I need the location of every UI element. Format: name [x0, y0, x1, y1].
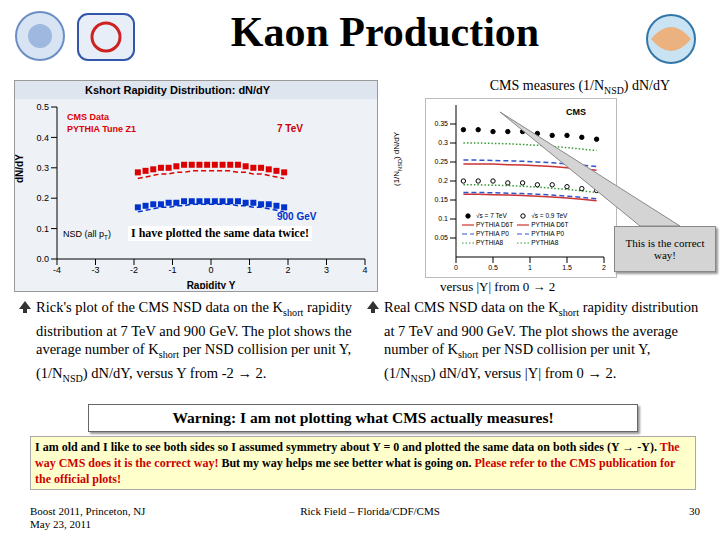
html-text:√s = 0.9 TeV: √s = 0.9 TeV — [531, 212, 568, 219]
svg-text:0.1: 0.1 — [438, 215, 448, 222]
svg-text:0.2: 0.2 — [438, 177, 448, 184]
svg-text:1: 1 — [528, 264, 532, 271]
svg-text:3: 3 — [324, 265, 329, 275]
svg-text:1: 1 — [247, 265, 252, 275]
svg-text:0: 0 — [208, 265, 213, 275]
svg-text:-1: -1 — [168, 265, 176, 275]
html-text:) dN/dY: ) dN/dY — [392, 131, 401, 160]
svg-text:0.1: 0.1 — [36, 224, 49, 234]
html-text:I have plotted the same data t: I have plotted the same data twice! — [131, 226, 309, 240]
html-text:Real CMS NSD data on the Kshor: Real CMS NSD data on the Kshortrapidity … — [384, 299, 699, 384]
html-text:NSD: NSD — [396, 159, 403, 171]
html-text:PYTHIA D6T: PYTHIA D6T — [531, 221, 569, 228]
html-text:PYTHIA P0: PYTHIA P0 — [531, 230, 565, 237]
svg-text:dN/dY: dN/dY — [15, 154, 25, 183]
html-text:CMS Data: CMS Data — [67, 112, 109, 122]
html-text:7 TeV: 7 TeV — [277, 123, 303, 134]
html-text:NSD (all pT): NSD (all pT) — [63, 229, 111, 241]
svg-text:0.15: 0.15 — [434, 196, 448, 203]
html-text:PYTHIA D6T: PYTHIA D6T — [476, 221, 514, 228]
svg-text:0.25: 0.25 — [434, 158, 448, 165]
html-text:versus |Y| from 0 → 2: versus |Y| from 0 → 2 — [440, 279, 556, 294]
html-text:Warning: I am not plotting wha: Warning: I am not plotting what CMS actu… — [172, 409, 554, 426]
html-text:Boost 2011, Princeton, NJ: Boost 2011, Princeton, NJ — [30, 505, 146, 517]
svg-text:Rapidity Y: Rapidity Y — [187, 280, 236, 289]
html-text:PYTHIA Tune Z1: PYTHIA Tune Z1 — [67, 124, 136, 134]
svg-text:0.3: 0.3 — [438, 139, 448, 146]
html-text:CMS: CMS — [566, 107, 586, 117]
html-text:Rick's plot of the CMS NSD dat: Rick's plot of the CMS NSD data on the K… — [36, 299, 353, 384]
svg-text:0.0: 0.0 — [36, 254, 49, 264]
html-text:(1/N: (1/N — [392, 170, 401, 186]
svg-text:0.05: 0.05 — [434, 234, 448, 241]
html-text:Rick Field – Florida/CDF/CMS: Rick Field – Florida/CDF/CMS — [300, 505, 440, 517]
html-text:√s = 7 TeV: √s = 7 TeV — [476, 212, 507, 219]
html-text:PYTHIA8: PYTHIA8 — [476, 239, 504, 246]
html-text:I am old and I like to see bot: I am old and I like to see both sides so… — [35, 440, 680, 486]
svg-text:-3: -3 — [91, 265, 99, 275]
svg-text:-2: -2 — [130, 265, 138, 275]
html-text:Kshort Rapidity Distribution:: Kshort Rapidity Distribution: dN/dY — [85, 84, 271, 96]
html-text:PYTHIA8: PYTHIA8 — [531, 239, 559, 246]
html-text:This is the correct way!: This is the correct way! — [625, 237, 705, 261]
html-text:30: 30 — [689, 505, 700, 517]
svg-text:4: 4 — [362, 265, 367, 275]
html-text:Kaon Production: Kaon Production — [230, 9, 540, 55]
html-text:May 23, 2011: May 23, 2011 — [30, 518, 91, 530]
svg-text:0.2: 0.2 — [36, 193, 49, 203]
html-text:PYTHIA P0: PYTHIA P0 — [476, 230, 509, 237]
svg-text:0.5: 0.5 — [488, 264, 498, 271]
svg-text:2: 2 — [285, 265, 290, 275]
svg-text:0.5: 0.5 — [36, 102, 49, 112]
svg-text:-4: -4 — [53, 265, 61, 275]
svg-text:0.35: 0.35 — [434, 120, 448, 127]
html-text:900 GeV: 900 GeV — [277, 211, 317, 222]
svg-text:0: 0 — [454, 264, 458, 271]
svg-text:1.5: 1.5 — [562, 264, 572, 271]
svg-text:0.4: 0.4 — [36, 133, 49, 143]
svg-text:2: 2 — [602, 264, 606, 271]
html-text:CMS measures (1/NNSD) dN/dY: CMS measures (1/NNSD) dN/dY — [489, 78, 670, 96]
svg-text:0.3: 0.3 — [36, 163, 49, 173]
